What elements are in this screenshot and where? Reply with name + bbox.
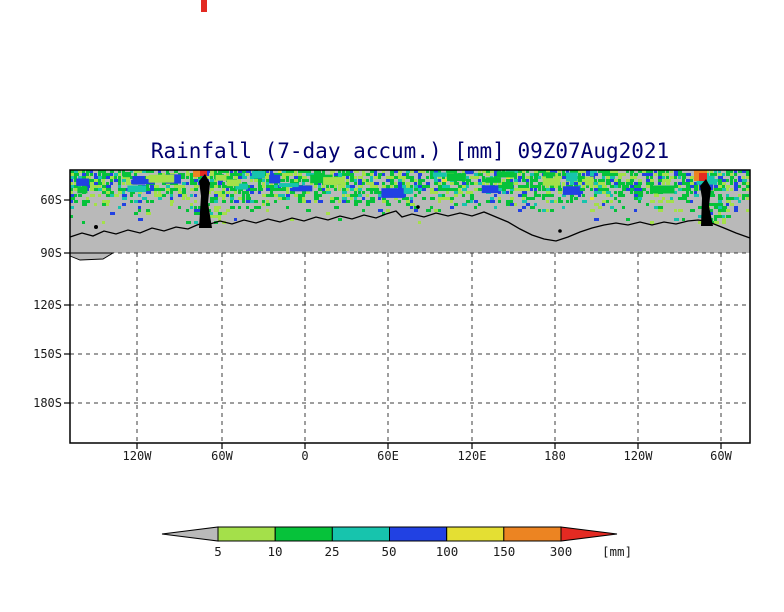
- legend-tick-label: 50: [381, 544, 397, 559]
- x-tick-label: 0: [301, 449, 309, 463]
- legend-tick-label: 10: [267, 544, 283, 559]
- stray-red-mark: [201, 0, 207, 12]
- map-canvas: [64, 169, 751, 449]
- y-tick-label: 180S: [33, 396, 62, 410]
- legend-tick-label: 150: [492, 544, 516, 559]
- legend-unit-label: [mm]: [602, 544, 633, 559]
- x-tick-label: 60W: [710, 449, 732, 463]
- x-tick-label: 120W: [623, 449, 653, 463]
- color-bar: [161, 526, 618, 542]
- y-tick-label: 150S: [33, 347, 62, 361]
- x-tick-label: 60E: [377, 449, 399, 463]
- y-tick-label: 60S: [40, 193, 62, 207]
- plot-title: Rainfall (7-day accum.) [mm] 09Z07Aug202…: [150, 139, 670, 163]
- legend-tick-label: 25: [324, 544, 340, 559]
- legend-tick-label: 5: [214, 544, 222, 559]
- y-tick-label: 90S: [40, 246, 62, 260]
- legend-tick-label: 100: [435, 544, 459, 559]
- y-tick-label: 120S: [33, 298, 62, 312]
- x-tick-label: 120E: [457, 449, 487, 463]
- legend-tick-label: 300: [549, 544, 573, 559]
- x-tick-label: 120W: [122, 449, 152, 463]
- x-tick-label: 60W: [211, 449, 233, 463]
- x-tick-label: 180: [544, 449, 566, 463]
